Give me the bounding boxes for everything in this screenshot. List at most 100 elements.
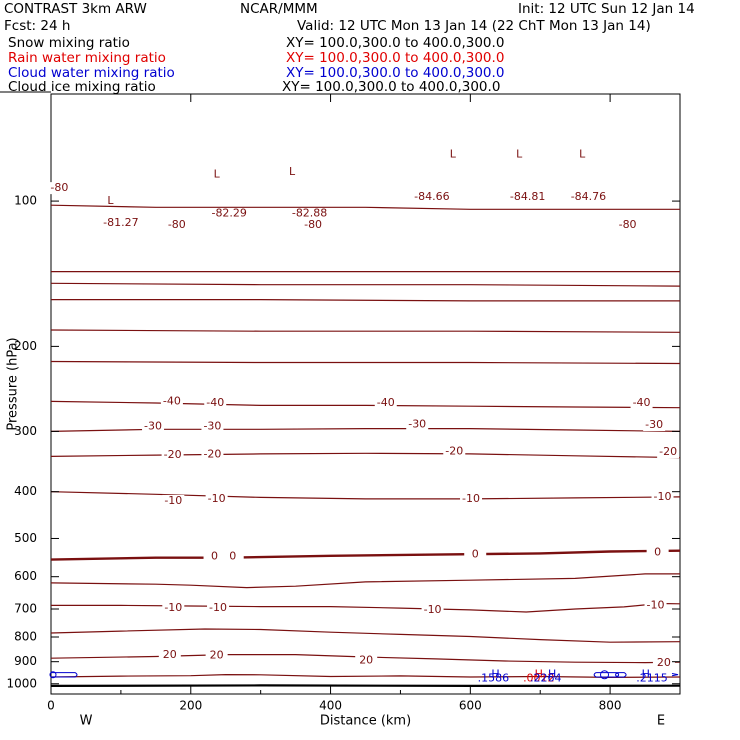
contour-label: -10 <box>208 492 226 505</box>
contour-label: -10 <box>164 494 182 507</box>
cloud-high-value: .2264 <box>530 671 562 684</box>
header-init: Init: 12 UTC Sun 12 Jan 14 <box>518 1 695 17</box>
low-marker: L <box>107 194 114 207</box>
field-xy-cloud-ice: XY= 100.0,300.0 to 400.0,300.0 <box>282 79 501 95</box>
low-value: -82.29 <box>211 206 246 219</box>
contour-label: -30 <box>408 417 426 430</box>
contour-label-bg <box>158 649 181 662</box>
cloud-high-marker: H <box>491 668 499 681</box>
low-value: -84.76 <box>571 190 606 203</box>
contour-line-3 <box>51 299 680 302</box>
contour-label-bg <box>421 604 444 617</box>
x-tick-label: 400 <box>319 699 342 713</box>
cloud-contour-east-dot <box>615 672 620 677</box>
field-name-cloud-water: Cloud water mixing ratio <box>8 65 175 81</box>
contour-label: -10 <box>424 603 442 616</box>
contour-label-bg <box>652 657 675 670</box>
low-marker: L <box>450 147 457 160</box>
x-tick-label: 200 <box>179 699 202 713</box>
contour-label-bg <box>643 418 666 431</box>
contour-label-bg <box>160 395 183 408</box>
contour-label: -30 <box>645 418 663 431</box>
cloud-contour-edge <box>671 673 679 677</box>
x-tick-label: 600 <box>459 699 482 713</box>
header-fcst: Fcst: 24 h <box>4 18 71 34</box>
cloud-high-marker: H <box>642 668 650 681</box>
contour-label-bg <box>646 546 669 559</box>
contour-line-13 <box>50 628 681 643</box>
field-xy-rain: XY= 100.0,300.0 to 400.0,300.0 <box>286 50 505 66</box>
cloud-contour-east-core <box>600 670 610 680</box>
y-tick-label: 800 <box>14 629 37 643</box>
x-tick-label: 0 <box>47 699 55 713</box>
low-value: -81.27 <box>103 216 138 229</box>
contour-label-bg <box>616 218 639 231</box>
y-tick-label: 600 <box>14 569 37 583</box>
low-marker: L <box>579 147 586 160</box>
contour-label-bg <box>162 494 185 507</box>
contour-label: -30 <box>144 419 162 432</box>
x-axis-label: Distance (km) <box>320 714 411 729</box>
header-valid: Valid: 12 UTC Mon 13 Jan 14 (22 ChT Mon … <box>297 18 651 34</box>
field-name-snow: Snow mixing ratio <box>8 35 130 51</box>
y-tick-label: 900 <box>14 654 37 668</box>
contour-label: -40 <box>633 396 651 409</box>
contour-label-bg <box>460 492 483 505</box>
y-tick-label: 400 <box>14 484 37 498</box>
contour-label: 20 <box>210 648 224 661</box>
contour-label: 0 <box>211 550 218 563</box>
y-tick-label: 300 <box>14 424 37 438</box>
contour-label-bg <box>464 548 487 561</box>
contour-label: -10 <box>209 601 227 614</box>
contour-label: -10 <box>164 601 182 614</box>
plot-frame <box>50 93 681 695</box>
y-axis-label: Pressure (hPa) <box>6 337 21 430</box>
contour-label-bg <box>630 396 653 409</box>
contour-label-bg <box>355 654 378 667</box>
x-end-label-west: W <box>80 714 93 729</box>
contour-line-5 <box>50 360 681 365</box>
contour-label-bg <box>201 448 224 461</box>
contour-label: 20 <box>359 654 373 667</box>
contour-label: 0 <box>654 546 661 559</box>
contour-label-bg <box>221 550 244 563</box>
y-tick-label: 100 <box>14 194 37 208</box>
contour-label: -40 <box>377 396 395 409</box>
cloud-contour-east <box>593 672 627 678</box>
contour-line-15 <box>50 673 681 679</box>
contour-label: -30 <box>203 419 221 432</box>
y-tick-label: 1000 <box>6 676 37 690</box>
cloud-contour-west <box>51 672 78 678</box>
contour-label-bg <box>161 449 184 462</box>
contour-line-6 <box>50 400 681 409</box>
cloud-high-value: .2115 <box>636 671 668 684</box>
contour-line-2 <box>50 282 681 287</box>
contour-label: -20 <box>203 448 221 461</box>
cloud-high-marker: H <box>535 668 543 681</box>
header-org: NCAR/MMM <box>240 1 318 17</box>
contour-label-bg <box>207 601 230 614</box>
contour-line-10 <box>50 549 681 561</box>
contour-label-bg <box>651 490 674 503</box>
contour-label-bg <box>443 445 466 458</box>
field-name-rain: Rain water mixing ratio <box>8 50 166 66</box>
ground-line <box>50 684 681 688</box>
contour-label: -80 <box>168 218 186 231</box>
contour-label-bg <box>201 420 224 433</box>
contour-label: -40 <box>206 396 224 409</box>
contour-label-bg <box>48 182 71 195</box>
low-value: -82.88 <box>292 206 327 219</box>
y-tick-label: 200 <box>14 339 37 353</box>
contour-line-8 <box>50 452 681 459</box>
y-tick-label: 500 <box>14 531 37 545</box>
low-marker: L <box>214 167 221 180</box>
contour-label-bg <box>302 218 325 231</box>
low-marker: L <box>289 165 296 178</box>
contour-label-bg <box>165 218 188 231</box>
contour-label: -80 <box>50 181 68 194</box>
contour-line-14 <box>50 654 681 664</box>
contour-label: 20 <box>163 648 177 661</box>
contour-label: -10 <box>462 492 480 505</box>
contour-label: -20 <box>659 445 677 458</box>
